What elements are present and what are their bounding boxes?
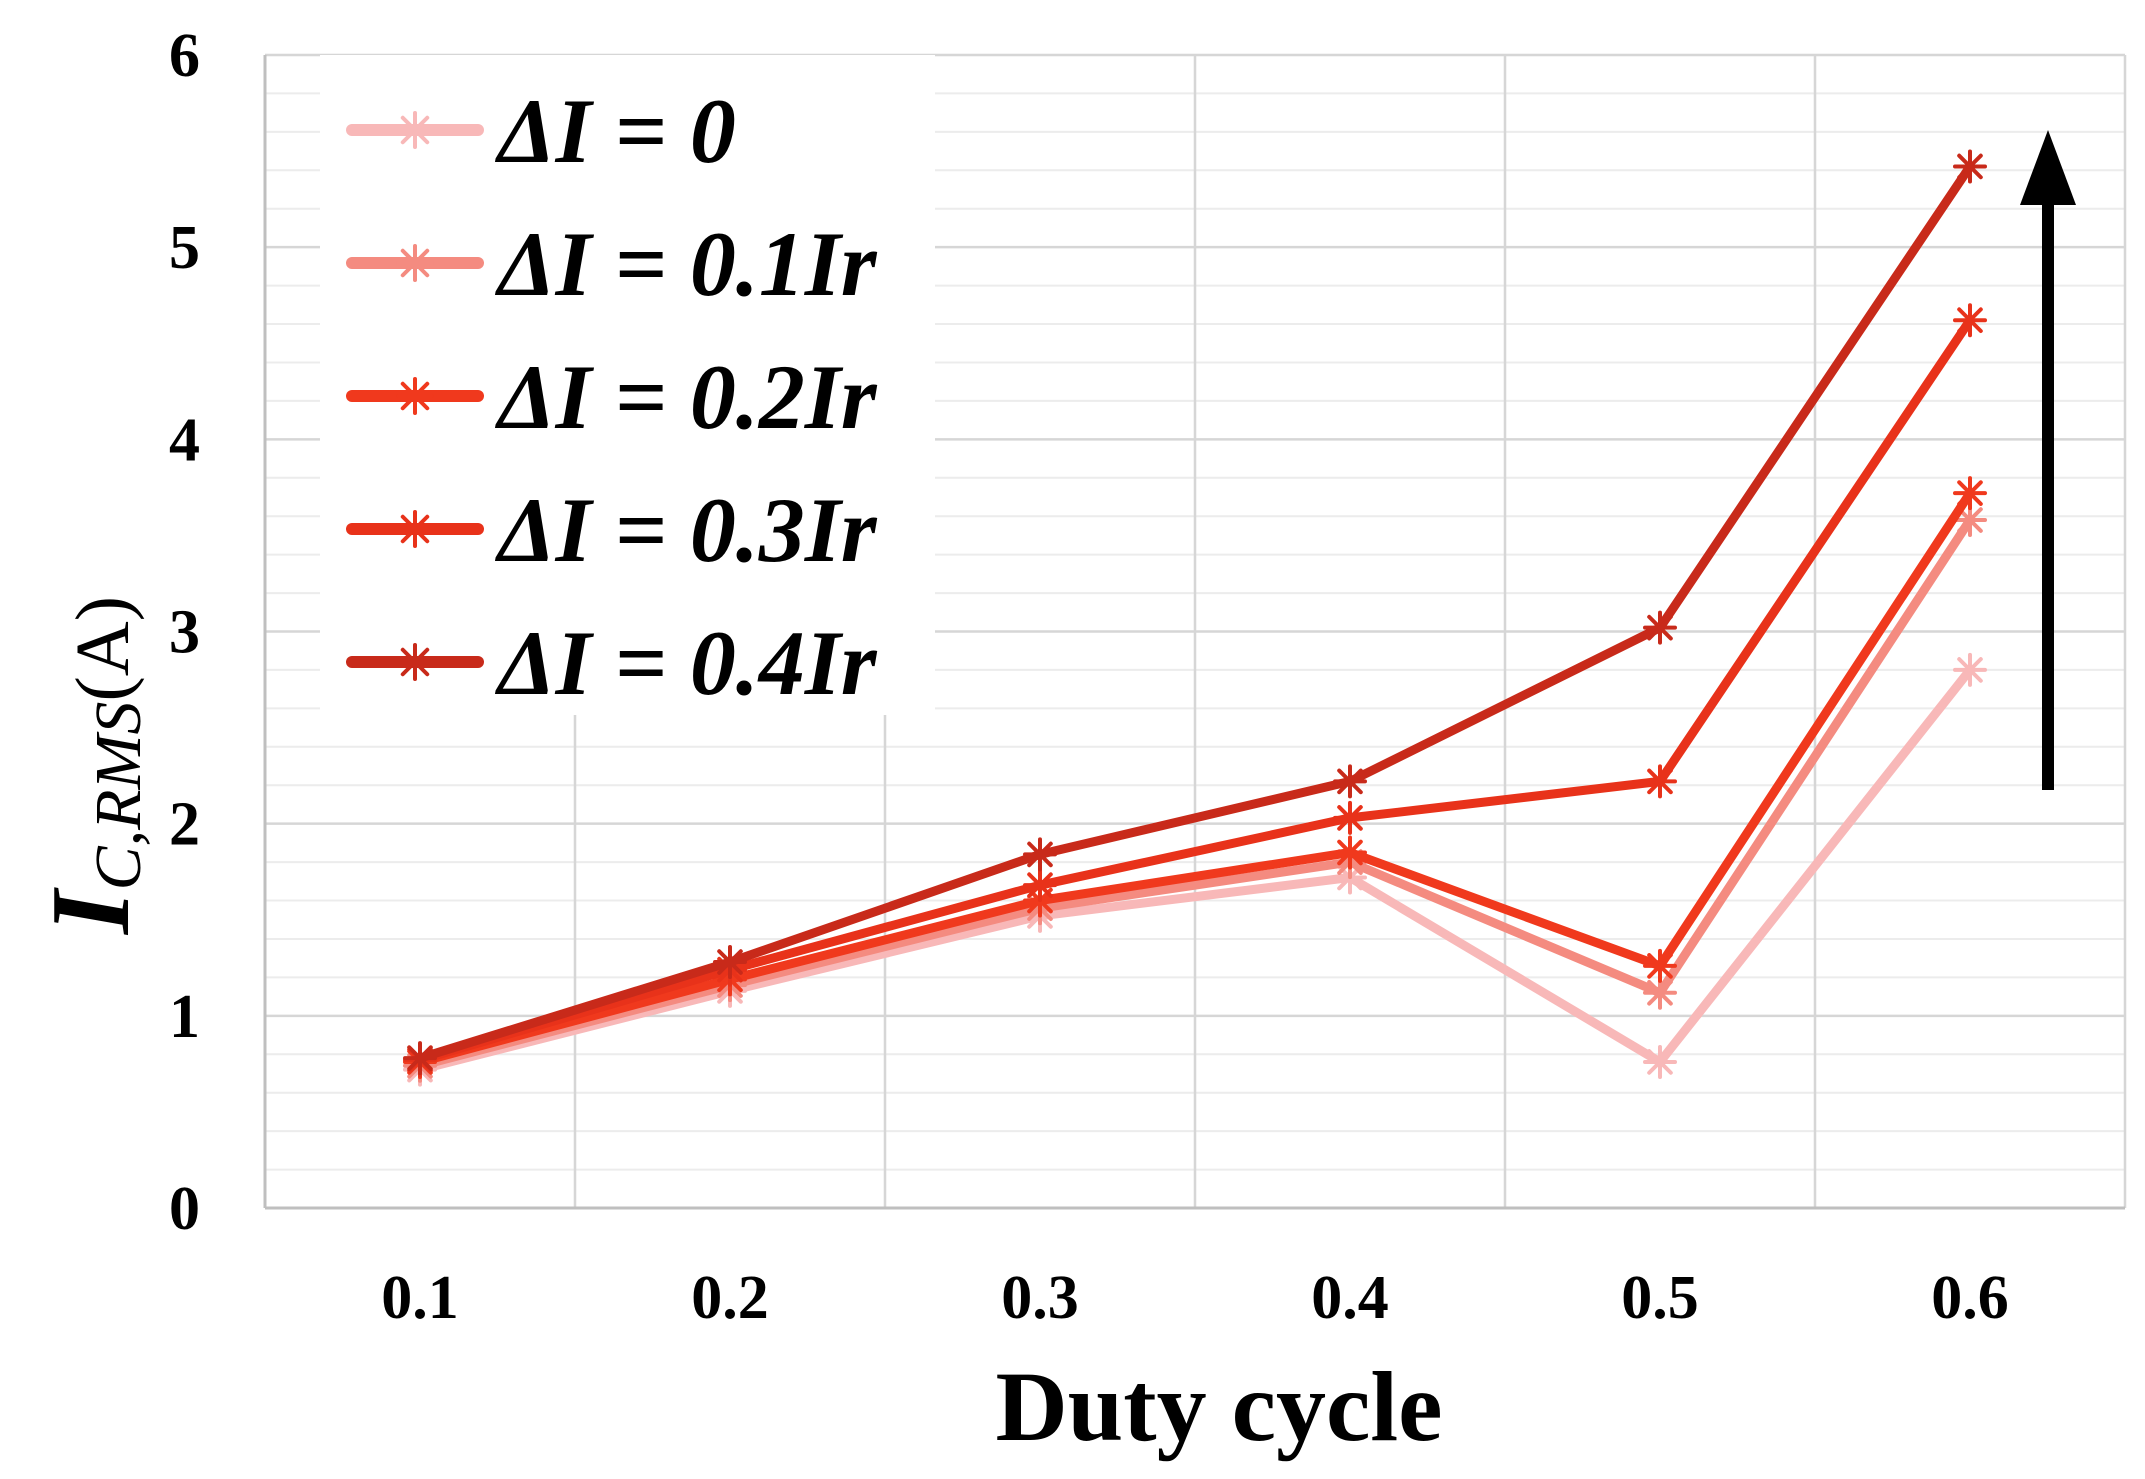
x-tick-labels: 0.1 0.2 0.3 0.4 0.5 0.6 [381,1264,2009,1332]
legend-label: ΔI = 0.1Ir [494,213,878,315]
legend-item: ΔI = 0.4Ir [346,612,878,714]
series-line [415,665,1975,1075]
data-point-marker [1333,764,1367,799]
y-axis-title-subscript: C,RMS [82,702,155,891]
legend-item: ΔI = 0.2Ir [346,346,878,448]
data-point-marker [1023,868,1057,903]
data-point-marker [1953,476,1987,511]
data-point-marker [1643,1044,1677,1079]
legend-label: ΔI = 0.2Ir [494,346,878,448]
x-tick-label: 0.5 [1621,1264,1699,1332]
y-axis-title-unit: (A) [61,596,145,702]
data-point-marker [403,1041,437,1076]
data-point-marker [1953,503,1987,538]
data-point-marker [396,244,434,282]
x-tick-label: 0.3 [1001,1264,1079,1332]
x-tick-label: 0.4 [1311,1264,1389,1332]
data-point-marker [1953,149,1987,184]
x-tick-label: 0.6 [1931,1264,2009,1332]
legend-label: ΔI = 0.4Ir [494,612,878,714]
y-tick-label: 6 [169,22,200,90]
marker-stroke [1647,953,1673,979]
marker-stroke [1337,805,1363,831]
marker-stroke [1647,1049,1673,1075]
data-point-marker [1643,948,1677,983]
marker-stroke [1957,480,1983,506]
marker-stroke [717,949,743,975]
legend-item: ΔI = 0.1Ir [346,213,878,315]
series-line [415,515,1975,1071]
data-point-marker [396,377,434,415]
marker-stroke [400,248,430,278]
increase-arrow [2020,130,2076,790]
data-point-marker [1643,610,1677,645]
marker-stroke [1957,307,1983,333]
increase-arrow-head-icon [2020,130,2076,205]
data-point-marker [1333,800,1367,835]
series-line [415,162,1975,1063]
marker-stroke [400,381,430,411]
y-tick-label: 0 [169,1175,200,1243]
legend: ΔI = 0 ΔI = 0.1Ir ΔI = 0.2Ir ΔI = 0.3Ir ΔI =… [320,55,935,715]
y-tick-label: 5 [169,214,200,282]
data-point-marker [1643,764,1677,799]
marker-stroke [400,115,430,145]
legend-item: ΔI = 0.3Ir [346,479,878,581]
marker-stroke [1647,614,1673,641]
legend-background [320,55,935,715]
marker-stroke [1957,507,1983,533]
y-tick-label: 2 [169,791,200,859]
data-point-marker [396,510,434,548]
y-tick-label: 1 [169,983,200,1051]
series-line [415,488,1975,1067]
y-tick-label: 4 [169,406,200,474]
legend-label: ΔI = 0.3Ir [494,479,878,581]
marker-stroke [1337,768,1363,795]
legend-label: ΔI = 0 [494,80,736,182]
series-group [403,149,1987,1076]
marker-stroke [407,1045,433,1071]
series-line [415,315,1975,1065]
marker-stroke [1647,979,1673,1006]
marker-stroke [1337,839,1363,866]
x-axis-title: Duty cycle [995,1351,1442,1462]
x-tick-label: 0.1 [381,1264,459,1332]
series-layer [403,149,1987,1087]
marker-stroke [1027,872,1053,898]
data-point-marker [1023,837,1057,872]
svg-text:IC,RMS(A): IC,RMS(A) [29,596,155,936]
data-point-marker [1953,303,1987,338]
marker-stroke [1027,841,1053,868]
data-point-marker [396,111,434,149]
y-tick-label: 3 [169,599,200,667]
marker-stroke [400,647,430,677]
y-axis-title: IC,RMS(A) [29,596,155,936]
data-point-marker [713,945,747,980]
legend-items: ΔI = 0 ΔI = 0.1Ir ΔI = 0.2Ir ΔI = 0.3Ir ΔI =… [346,80,878,714]
data-point-marker [396,643,434,681]
marker-stroke [1957,153,1983,180]
marker-stroke [1957,657,1983,683]
y-axis-title-main: I [29,887,153,936]
marker-stroke [1647,768,1673,795]
data-point-marker [1333,835,1367,870]
legend-item: ΔI = 0 [346,80,736,182]
x-tick-label: 0.2 [691,1264,769,1332]
y-tick-labels: 0 1 2 3 4 5 6 [169,22,200,1243]
data-point-marker [1953,652,1987,687]
marker-stroke [400,514,430,544]
